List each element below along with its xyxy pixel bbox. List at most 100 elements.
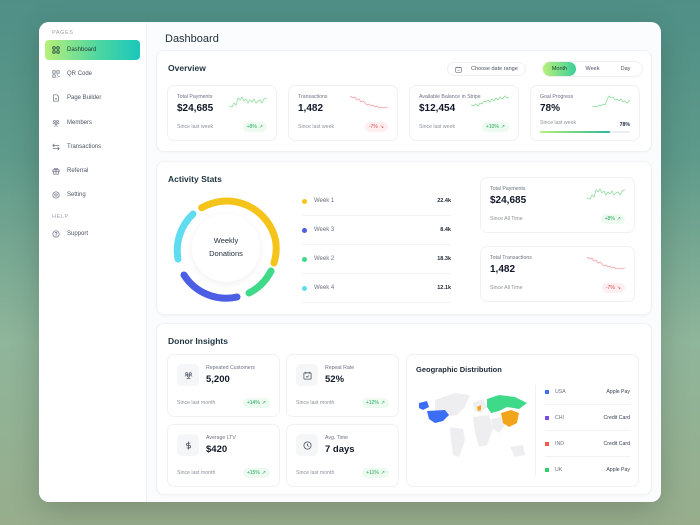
legend-square — [545, 441, 549, 446]
sidebar-item-referral[interactable]: Referral — [45, 161, 140, 181]
geographic-distribution-card: Geographic Distribution — [406, 354, 639, 487]
card-label: Available Balance in Stripe — [419, 94, 481, 100]
sidebar-item-members[interactable]: Members — [45, 113, 140, 133]
date-range-button[interactable]: Choose date range — [447, 62, 526, 76]
legend-square — [545, 389, 549, 394]
goal-progress-card: Goal Progress 78% Since last week 78% — [530, 85, 640, 141]
sidebar-item-dashboard[interactable]: Dashboard — [45, 40, 140, 60]
card-since: Since last month — [296, 400, 335, 406]
sidebar-item-label: QR Code — [67, 71, 93, 78]
change-badge: +11% ↗ — [362, 468, 389, 478]
trend-down-icon: ↘ — [616, 285, 621, 291]
sparkline-down-icon — [587, 256, 625, 270]
page-title: Dashboard — [165, 33, 219, 45]
qr-icon — [52, 70, 60, 78]
app-window: PAGES Dashboard QR Code Page Builder Mem… — [39, 22, 661, 502]
sidebar-item-qr-code[interactable]: QR Code — [45, 64, 140, 84]
dollar-icon — [185, 440, 191, 450]
sidebar-item-label: Members — [67, 119, 93, 126]
period-toggle: Month Week Day — [542, 61, 643, 77]
transactions-card: Transactions 1,482 Since last week -7% ↘ — [288, 85, 398, 141]
sidebar-item-setting[interactable]: Setting — [45, 185, 140, 205]
week-1-row: Week 1 22.4k — [302, 187, 451, 216]
geo-row-uk: UK Apple Pay — [545, 457, 630, 483]
legend-dot — [302, 285, 307, 291]
sidebar-item-label: Dashboard — [67, 47, 97, 53]
sidebar-item-page-builder[interactable]: Page Builder — [45, 88, 140, 108]
trend-down-icon: ↘ — [379, 124, 384, 130]
change-badge: -7% ↘ — [364, 122, 388, 132]
trend-up-icon: ↗ — [258, 124, 263, 130]
donor-title: Donor Insights — [168, 336, 228, 346]
transfer-icon — [52, 143, 60, 151]
geo-divider — [535, 385, 536, 476]
card-label: Repeated Customers — [206, 365, 256, 371]
sidebar-item-label: Support — [67, 231, 89, 238]
legend-square — [545, 468, 549, 472]
period-week-tab[interactable]: Week — [585, 66, 600, 72]
card-value: 5,200 — [206, 374, 230, 385]
calendar-icon — [455, 66, 462, 73]
card-since: Since last week — [419, 124, 456, 130]
sparkline-up-icon — [229, 96, 267, 108]
card-since: Since last month — [296, 470, 335, 476]
period-month-tab[interactable]: Month — [543, 62, 576, 76]
page-icon — [53, 94, 59, 102]
card-since: Since last month — [177, 400, 216, 406]
svg-text:Weekly: Weekly — [214, 236, 239, 245]
geo-title: Geographic Distribution — [416, 365, 502, 374]
week-2-row: Week 2 18.3k — [302, 245, 451, 274]
help-section-label: HELP — [52, 214, 69, 221]
legend-dot — [302, 227, 307, 233]
legend-square — [545, 415, 549, 420]
sidebar-item-label: Transactions — [67, 143, 102, 150]
card-value: 1,482 — [298, 103, 324, 114]
card-value: $24,685 — [490, 195, 527, 206]
users-icon — [184, 371, 192, 379]
card-since: Since last week — [298, 124, 335, 130]
donor-insights-panel: Donor Insights Repeated Customers 5,200 … — [156, 323, 652, 495]
weekly-donations-donut-chart: Weekly Donations — [173, 197, 280, 302]
card-since: Since last month — [177, 470, 216, 476]
all-time-payments-card: Total Payments $24,685 Since All Time +8… — [480, 177, 635, 233]
sparkline-up-icon — [471, 95, 509, 107]
clock-icon — [302, 440, 312, 450]
change-badge: -7% ↘ — [601, 283, 625, 293]
trend-up-icon: ↗ — [616, 216, 621, 222]
sidebar-item-transactions[interactable]: Transactions — [45, 137, 140, 157]
icon-box — [177, 364, 199, 386]
card-since: Since last week — [177, 124, 214, 130]
icon-box — [296, 364, 318, 386]
period-day-tab[interactable]: Day — [620, 66, 631, 72]
sparkline-down-icon — [350, 95, 388, 109]
geo-row-chi: CHI Credit Card — [545, 405, 630, 431]
legend-dot — [302, 256, 307, 262]
trend-up-icon: ↗ — [261, 400, 266, 406]
card-label: Goal Progress — [540, 94, 574, 100]
stripe-balance-card: Available Balance in Stripe $12,454 Sinc… — [409, 85, 519, 141]
date-range-label: Choose date range — [471, 66, 518, 72]
sidebar-item-support[interactable]: Support — [45, 224, 140, 244]
icon-box — [177, 434, 199, 456]
trend-up-icon: ↗ — [500, 124, 505, 130]
card-value: $24,685 — [177, 103, 214, 114]
geo-row-usa: USA Apple Pay — [545, 379, 630, 405]
change-badge: +15% ↗ — [242, 468, 270, 478]
change-badge: +8% ↗ — [242, 122, 267, 132]
card-value: $420 — [206, 444, 228, 455]
all-time-transactions-card: Total Transactions 1,482 Since All Time … — [480, 246, 635, 302]
help-circle-icon — [52, 230, 60, 238]
sparkline-up-icon — [592, 95, 630, 108]
avg-time-card: Avg. Time 7 days Since last month +11% ↗ — [286, 424, 399, 487]
world-map — [419, 393, 527, 457]
sidebar-item-label: Page Builder — [67, 95, 102, 102]
card-label: Average LTV — [206, 435, 236, 441]
activity-title: Activity Stats — [168, 174, 222, 184]
card-value: 52% — [325, 374, 345, 385]
pages-section-label: PAGES — [52, 30, 74, 36]
activity-stats-panel: Activity Stats Weekly Donations Week 1 2… — [156, 161, 652, 315]
card-since: Since All Time — [490, 216, 523, 222]
repeated-customers-card: Repeated Customers 5,200 Since last mont… — [167, 354, 280, 417]
geo-row-ind: IND Credit Card — [545, 431, 630, 457]
overview-panel: Overview Choose date range Month Week Da… — [156, 50, 652, 152]
